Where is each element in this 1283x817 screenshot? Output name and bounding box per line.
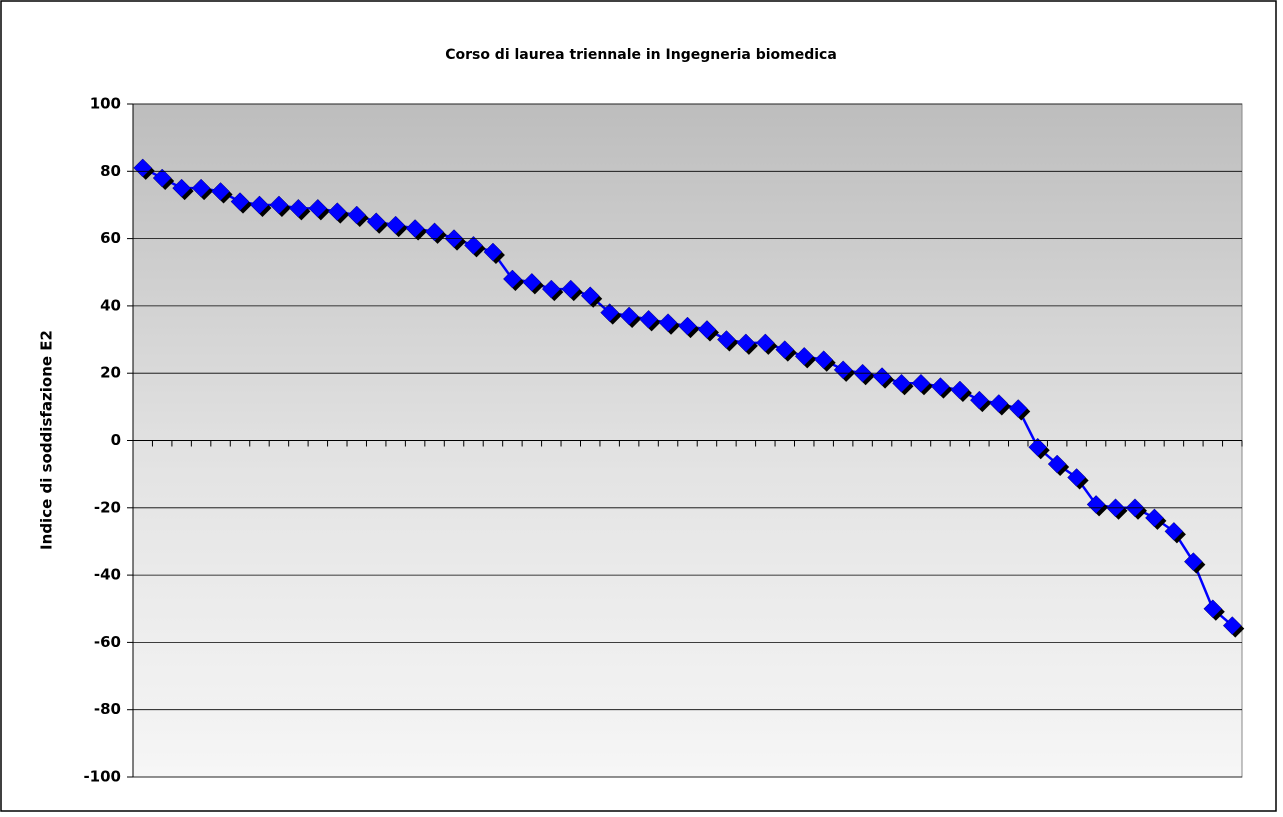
marker (1203, 599, 1223, 619)
y-tick-label: -60 (94, 633, 121, 651)
marker (386, 215, 406, 235)
marker (250, 195, 269, 215)
marker (639, 310, 658, 329)
marker (152, 168, 172, 188)
marker (541, 279, 561, 299)
y-tick-label: -100 (83, 768, 121, 786)
marker (1184, 552, 1203, 571)
marker (892, 373, 911, 393)
marker (969, 390, 989, 410)
marker (425, 222, 444, 242)
marker (561, 279, 581, 299)
marker (230, 192, 250, 211)
marker (1047, 454, 1067, 474)
chart-title: Corso di laurea triennale in Ingegneria … (445, 47, 837, 63)
marker (1164, 522, 1184, 541)
y-tick-label: 20 (100, 364, 121, 382)
marker (327, 202, 347, 222)
marker (405, 219, 425, 238)
marker (1028, 437, 1048, 457)
marker (1086, 495, 1106, 514)
marker (133, 158, 153, 178)
marker (931, 377, 950, 397)
y-tick-label: 0 (111, 431, 121, 449)
marker (172, 178, 191, 198)
marker (503, 269, 522, 289)
marker (697, 320, 717, 339)
marker (755, 333, 775, 353)
marker (911, 373, 931, 393)
marker (269, 195, 289, 215)
marker (658, 313, 678, 333)
marker (989, 394, 1009, 413)
marker (619, 306, 639, 326)
marker (211, 182, 230, 201)
marker (1145, 508, 1164, 528)
marker (366, 212, 386, 232)
marker (736, 333, 756, 353)
marker (775, 340, 795, 359)
y-tick-label: 60 (100, 229, 121, 247)
marker (717, 330, 736, 349)
marker (794, 347, 814, 366)
y-tick-label: 100 (90, 95, 121, 113)
marker (600, 303, 620, 322)
y-tick-label: -80 (94, 700, 121, 718)
marker (833, 360, 853, 380)
marker (483, 242, 503, 262)
y-tick-label: 80 (100, 162, 121, 180)
marker (289, 198, 308, 218)
marker (1008, 399, 1028, 418)
y-tick-label: -20 (94, 498, 121, 516)
marker (347, 205, 367, 225)
marker (950, 380, 970, 400)
marker (1067, 468, 1086, 487)
marker (308, 198, 328, 218)
marker (191, 178, 211, 198)
marker (678, 316, 697, 336)
marker (464, 235, 483, 255)
y-tick-label: -40 (94, 566, 121, 584)
marker (814, 350, 834, 370)
marker (1222, 616, 1242, 635)
y-tick-label: 40 (100, 296, 121, 314)
y-axis-label: Indice di soddisfazione E2 (38, 330, 56, 550)
marker (580, 286, 600, 306)
marker (522, 272, 542, 292)
